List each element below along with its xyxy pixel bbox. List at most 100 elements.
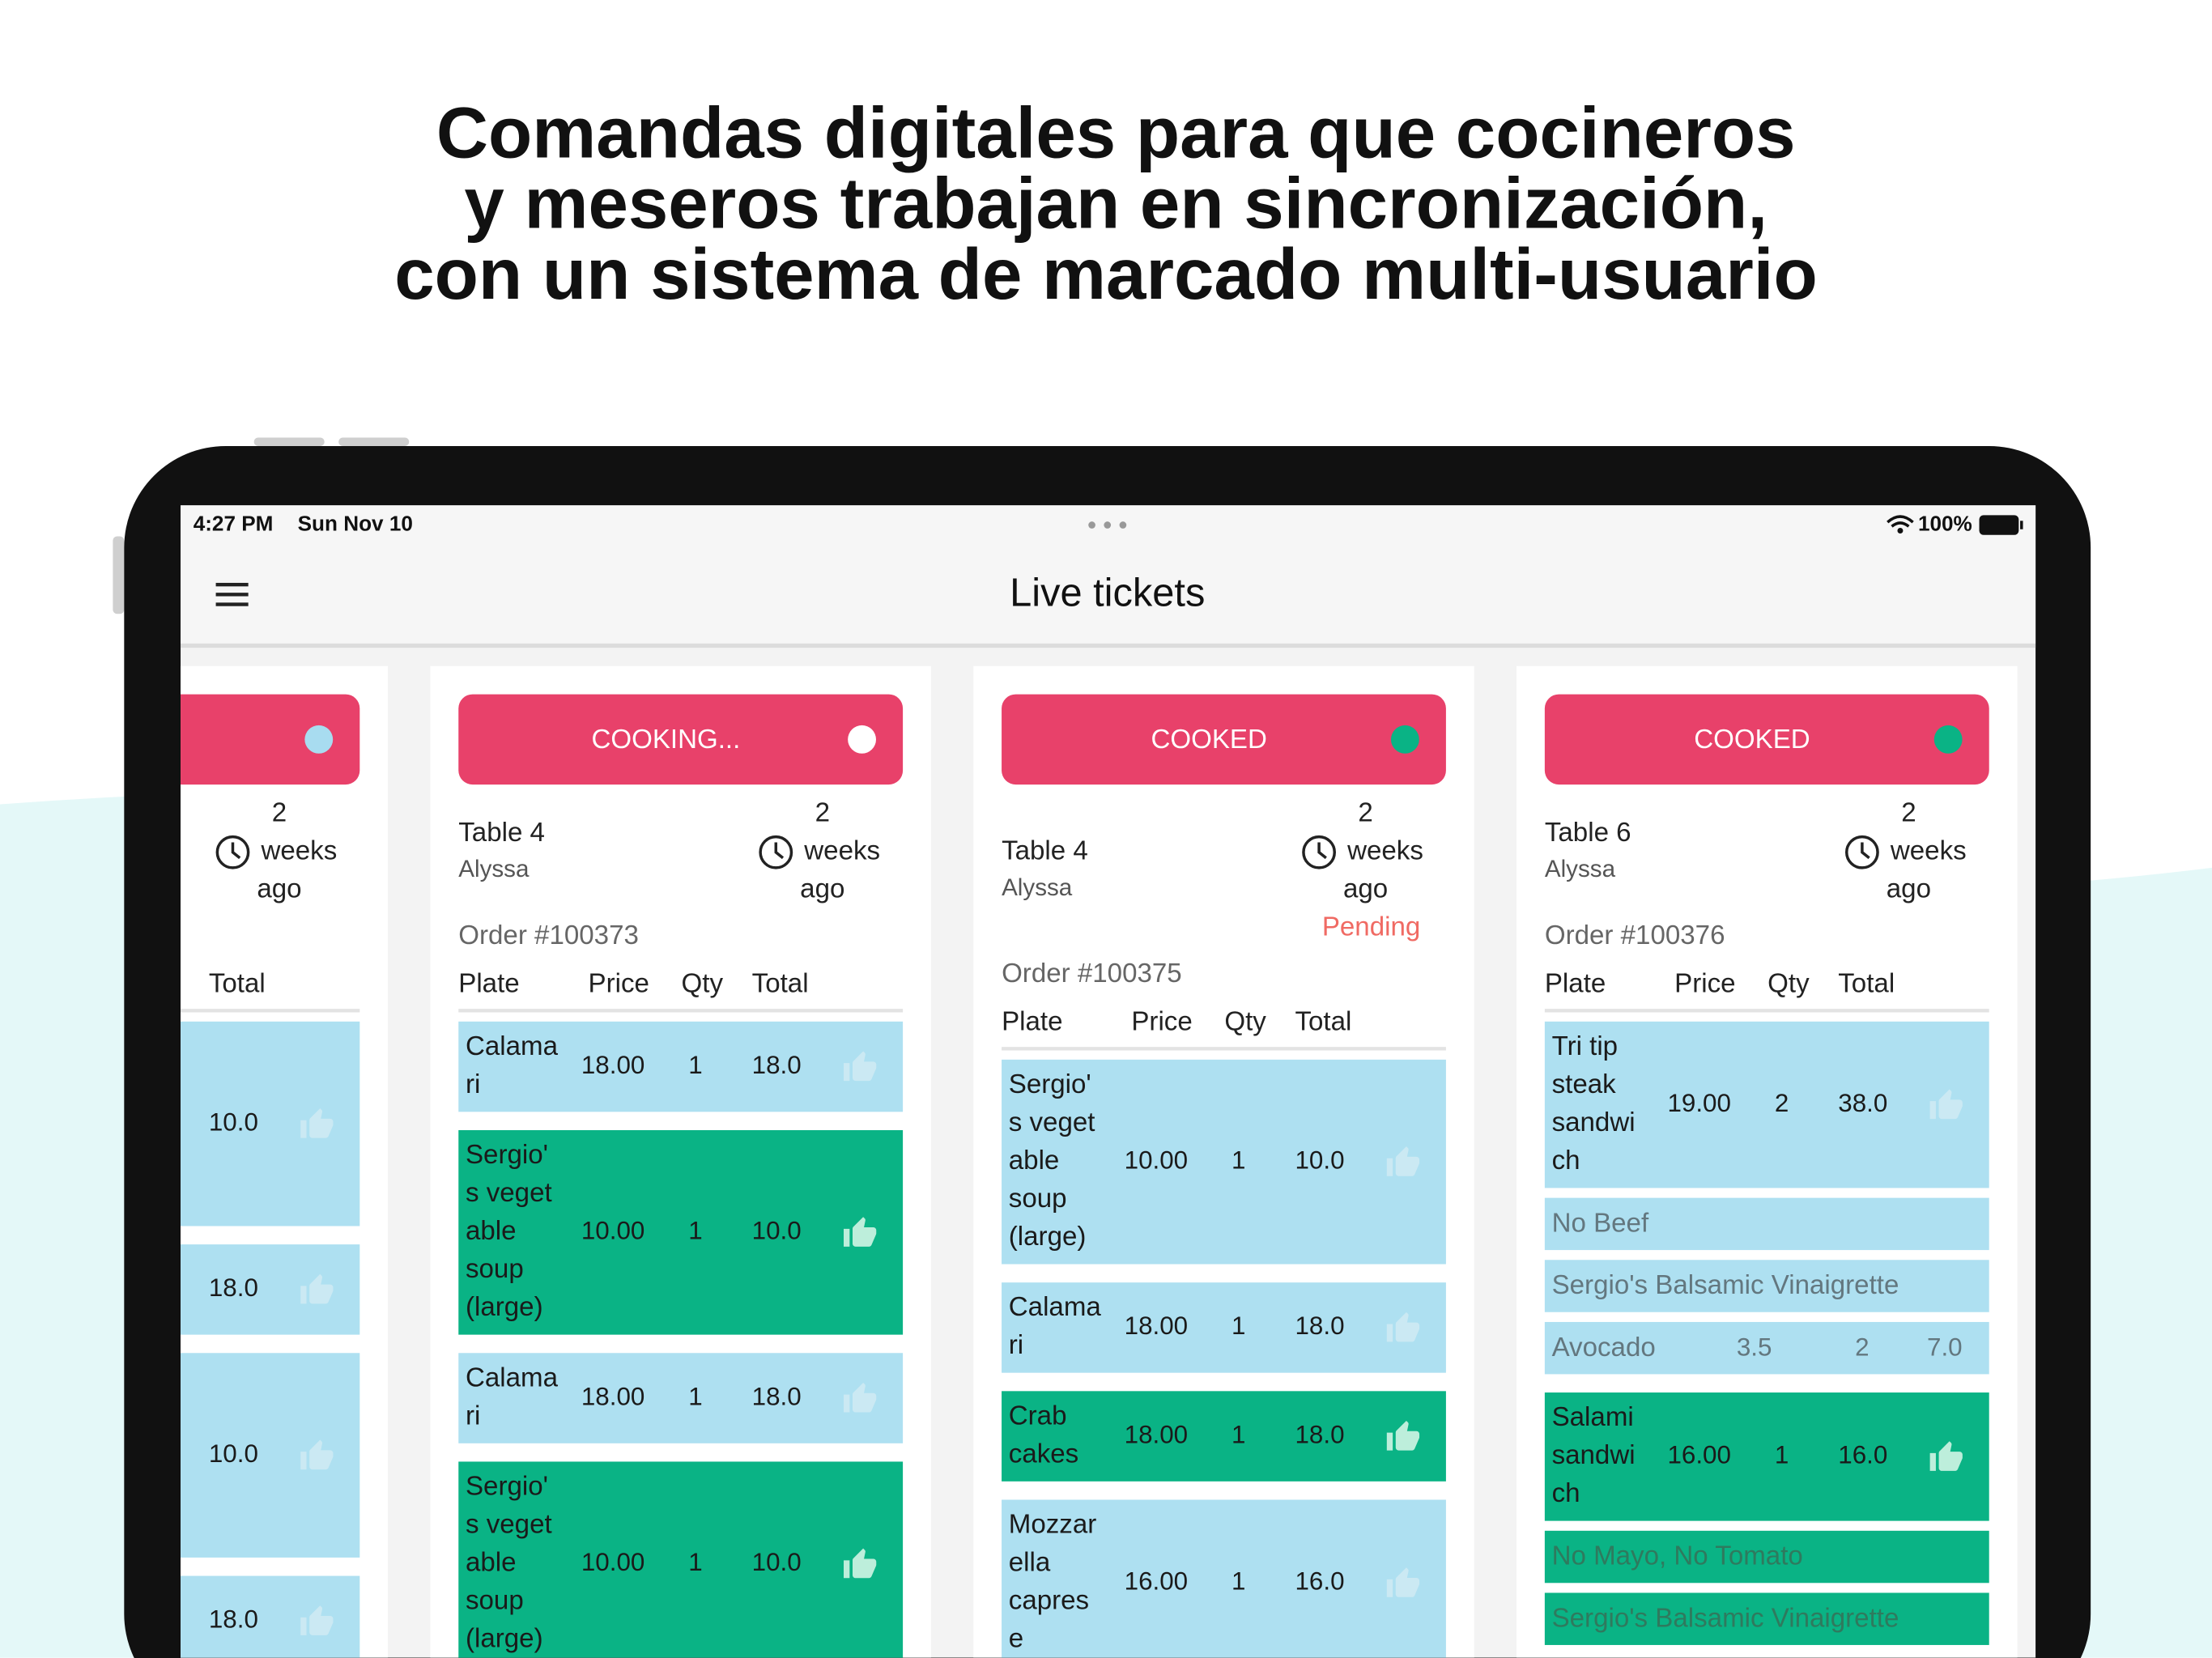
thumb-up-button[interactable] bbox=[844, 1548, 877, 1579]
status-button[interactable] bbox=[1002, 694, 1446, 785]
plate-name: cakes bbox=[1009, 1439, 1078, 1469]
item-row bbox=[1002, 1282, 1446, 1373]
item-row bbox=[1544, 1392, 1989, 1521]
plate-name: s veget bbox=[466, 1509, 552, 1539]
multitask-dot bbox=[1104, 521, 1112, 529]
column-header: Price bbox=[1131, 1006, 1192, 1036]
clock-icon bbox=[215, 835, 250, 869]
item-total: 16.0 bbox=[1838, 1441, 1887, 1469]
thumb-up-button[interactable] bbox=[300, 1108, 334, 1138]
screen: PICKUP2weeksagoPlatePriceQtyTotalSergio'… bbox=[0, 505, 2036, 1658]
plate-name: ch bbox=[1552, 1146, 1580, 1175]
elapsed-time: 2 bbox=[815, 797, 830, 827]
item-price: 18.00 bbox=[581, 1051, 644, 1079]
item-qty: 1 bbox=[688, 1051, 702, 1079]
elapsed-time: 2 bbox=[272, 797, 287, 827]
plate-name: soup bbox=[1009, 1184, 1067, 1214]
modifier-name: No Mayo, No Tomato bbox=[1552, 1541, 1803, 1571]
battery-icon bbox=[2020, 521, 2023, 529]
plate-name: Sergio' bbox=[466, 1140, 548, 1170]
status-button[interactable] bbox=[1544, 694, 1989, 785]
elapsed-time: weeks bbox=[1346, 835, 1423, 865]
clock-icon bbox=[1302, 835, 1337, 869]
ticket-board: PICKUP2weeksagoPlatePriceQtyTotalSergio'… bbox=[0, 665, 2018, 1658]
plate-name: sandwi bbox=[1552, 1440, 1636, 1470]
clock-icon bbox=[774, 842, 785, 860]
thumb-up-button[interactable] bbox=[1386, 1421, 1420, 1451]
modifier-price: 3.5 bbox=[1737, 1333, 1772, 1361]
column-header: Plate bbox=[1002, 1006, 1062, 1036]
status-label: COOKING... bbox=[591, 725, 740, 755]
ticket-card: PICKUP2weeksagoPlatePriceQtyTotalSergio'… bbox=[0, 665, 389, 1658]
item-qty: 1 bbox=[1231, 1146, 1245, 1174]
modifier-name: Sergio's Balsamic Vinaigrette bbox=[1552, 1270, 1899, 1300]
plate-name: Calama bbox=[466, 1363, 559, 1392]
thumb-up-button[interactable] bbox=[300, 1273, 334, 1304]
plate-name: ri bbox=[466, 1069, 480, 1099]
thumb-up-button[interactable] bbox=[1929, 1089, 1963, 1120]
modifier-row bbox=[1544, 1197, 1989, 1251]
plate-name: able bbox=[1009, 1146, 1060, 1175]
headline: con un sistema de marcado multi-usuario bbox=[394, 234, 1818, 314]
plate-name: (large) bbox=[1009, 1222, 1087, 1252]
plate-name: s veget bbox=[466, 1178, 552, 1208]
battery-level: 100% bbox=[1918, 511, 1972, 535]
column-header: Qty bbox=[1767, 968, 1810, 998]
header-divider bbox=[1544, 1009, 1989, 1013]
item-row bbox=[1002, 1391, 1446, 1482]
item-total: 16.0 bbox=[1295, 1567, 1344, 1596]
modifier-row bbox=[1544, 1321, 1989, 1375]
plate-name: capres bbox=[1009, 1586, 1089, 1616]
plate-name: Crab bbox=[1009, 1401, 1067, 1431]
elapsed-time: ago bbox=[1887, 874, 1931, 904]
column-header: Qty bbox=[1224, 1006, 1266, 1036]
ticket-card: COOKING... Table 4 Alyssa 2 weeks ago Order #1… bbox=[430, 665, 931, 1658]
item-qty: 1 bbox=[688, 1217, 702, 1245]
plate-name: Calama bbox=[466, 1031, 559, 1061]
item-price: 16.00 bbox=[1667, 1441, 1730, 1469]
elapsed-time: ago bbox=[257, 874, 301, 904]
clock-icon bbox=[1317, 842, 1327, 860]
item-row bbox=[1002, 1499, 1446, 1658]
elapsed-time: weeks bbox=[803, 835, 880, 865]
elapsed-time: 2 bbox=[1901, 797, 1916, 827]
column-header: Total bbox=[1838, 968, 1895, 998]
column-header: Total bbox=[209, 968, 266, 998]
thumb-up-button[interactable] bbox=[1386, 1567, 1420, 1597]
item-total: 10.0 bbox=[209, 1107, 258, 1136]
status-indicator bbox=[304, 725, 334, 754]
status-date: Sun Nov 10 bbox=[298, 511, 413, 535]
plate-name: sandwi bbox=[1552, 1107, 1636, 1137]
thumb-up-button[interactable] bbox=[844, 1051, 877, 1082]
item-row bbox=[1544, 1021, 1989, 1188]
plate-name: Sergio' bbox=[466, 1471, 548, 1501]
thumb-up-button[interactable] bbox=[1386, 1312, 1420, 1342]
modifier-name: No Beef bbox=[1552, 1208, 1649, 1238]
thumb-up-button[interactable] bbox=[1386, 1146, 1420, 1176]
thumb-up-button[interactable] bbox=[300, 1605, 334, 1635]
thumb-up-button[interactable] bbox=[1929, 1441, 1963, 1471]
thumb-up-button[interactable] bbox=[844, 1217, 877, 1247]
status-time: 4:27 PM bbox=[194, 511, 274, 535]
battery-icon bbox=[1979, 515, 2019, 535]
plate-name: (large) bbox=[466, 1292, 543, 1322]
item-total: 10.0 bbox=[752, 1548, 802, 1576]
status-button[interactable] bbox=[0, 694, 360, 785]
menu-button[interactable] bbox=[215, 582, 249, 606]
column-header: Total bbox=[752, 968, 809, 998]
modifier-name: Avocado bbox=[1552, 1333, 1656, 1363]
ticket-card: COOKED Table 6 Alyssa 2 weeks ago Order #10037… bbox=[1516, 665, 2018, 1658]
item-price: 18.00 bbox=[1125, 1420, 1188, 1448]
device-button bbox=[113, 536, 125, 614]
thumb-up-button[interactable] bbox=[844, 1382, 877, 1413]
column-header: Plate bbox=[458, 968, 519, 998]
plate-name: steak bbox=[1552, 1069, 1617, 1099]
item-total: 10.0 bbox=[752, 1217, 802, 1245]
status-button[interactable] bbox=[458, 694, 904, 785]
thumb-up-button[interactable] bbox=[300, 1439, 334, 1470]
item-qty: 1 bbox=[1775, 1441, 1789, 1469]
plate-name: soup bbox=[466, 1586, 524, 1616]
item-total: 10.0 bbox=[209, 1439, 258, 1468]
